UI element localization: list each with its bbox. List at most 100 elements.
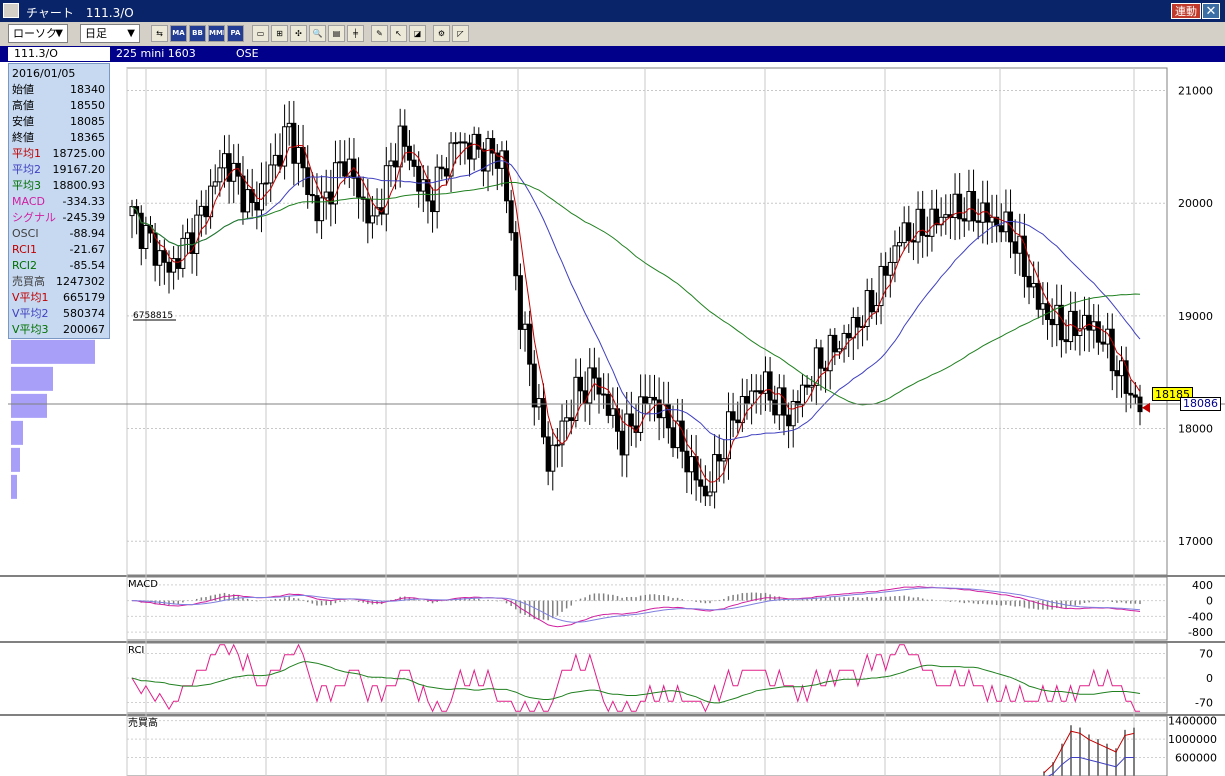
- candle-body: [208, 185, 214, 218]
- window-icon[interactable]: ▭: [252, 25, 269, 42]
- candle-body: [869, 290, 875, 313]
- panel-row-label: 高値: [12, 99, 34, 112]
- candle-body: [1072, 310, 1078, 337]
- price-tick-label: 20000: [1178, 197, 1213, 210]
- candle-body: [1086, 314, 1092, 331]
- candle-body: [758, 390, 764, 394]
- panel-row-label: 平均3: [12, 179, 41, 192]
- panel-row: V平均2 580374: [11, 306, 107, 322]
- macd-pane-frame: [126, 576, 1168, 641]
- candle-body: [799, 384, 805, 406]
- candle-body: [1132, 394, 1138, 398]
- compare-icon[interactable]: ⇆: [151, 25, 168, 42]
- zoom-icon[interactable]: 🔍: [309, 25, 326, 42]
- print-icon[interactable]: ▤: [328, 25, 345, 42]
- panel-row: 始値 18340: [11, 82, 107, 98]
- candle-body: [1021, 235, 1027, 277]
- candle-body: [957, 193, 963, 220]
- candle-body: [411, 159, 417, 167]
- candle-body: [934, 208, 940, 226]
- price-tick-label: 21000: [1178, 85, 1213, 98]
- panel-row-label: V平均2: [12, 307, 49, 320]
- eraser-icon[interactable]: ◪: [409, 25, 426, 42]
- candle-body: [416, 165, 422, 192]
- candle-body: [596, 377, 602, 395]
- candle-body: [564, 417, 570, 422]
- candle-body: [578, 376, 584, 392]
- pen-icon[interactable]: ✎: [371, 25, 388, 42]
- ma-icon[interactable]: MA: [170, 25, 187, 42]
- candle-body: [1100, 341, 1106, 345]
- candle-body: [716, 454, 722, 462]
- symbol-code-field[interactable]: 111.3/O: [8, 47, 110, 61]
- macd-tick-label: 0: [1206, 595, 1213, 608]
- volume-average-1-line: [1043, 730, 1135, 774]
- panel-row-label: 終値: [12, 131, 34, 144]
- panel-row: V平均3 200067: [11, 322, 107, 338]
- candle-body: [545, 436, 551, 472]
- candle-body: [897, 242, 903, 247]
- pa-icon[interactable]: PA: [227, 25, 244, 42]
- close-icon[interactable]: ✕: [1202, 3, 1220, 19]
- crosshair-icon[interactable]: ╪: [347, 25, 364, 42]
- candle-body: [365, 198, 371, 224]
- candle-body: [383, 165, 389, 215]
- candle-body: [915, 208, 921, 243]
- candle-body: [698, 479, 704, 487]
- panel-row-value: 18725.00: [52, 147, 106, 160]
- candle-body: [138, 212, 144, 249]
- panel-row-value: 19167.20: [52, 163, 106, 176]
- macd-signal-line: [131, 587, 1141, 623]
- candle-body: [975, 220, 981, 223]
- candle-body: [910, 240, 916, 243]
- candle-body: [467, 142, 473, 160]
- candle-body: [901, 222, 907, 244]
- volume-profile-bar: [11, 366, 53, 391]
- period-select[interactable]: 日足 ▼: [80, 24, 140, 43]
- panel-row: RCI2 -85.54: [11, 258, 107, 274]
- fibonacci-icon[interactable]: ◸: [452, 25, 469, 42]
- chart-type-select[interactable]: ローソク ▼: [8, 24, 68, 43]
- candle-body: [1128, 392, 1134, 396]
- candle-body: [443, 168, 449, 177]
- candle-body: [721, 458, 727, 462]
- candle-body: [943, 214, 949, 218]
- chart-icon[interactable]: ⊞: [271, 25, 288, 42]
- panel-row-value: 18365: [70, 131, 105, 144]
- chevron-down-icon: ▼: [127, 28, 135, 39]
- panel-row-value: 18340: [70, 83, 105, 96]
- fit-icon[interactable]: ✣: [290, 25, 307, 42]
- candle-body: [180, 237, 186, 269]
- settings-icon[interactable]: ⚙: [433, 25, 450, 42]
- candle-body: [305, 167, 311, 195]
- panel-row-label: OSCI: [12, 227, 39, 240]
- panel-row-label: RCI2: [12, 259, 38, 272]
- candle-body: [971, 191, 977, 222]
- candle-body: [309, 193, 315, 197]
- data-window-panel: 2016/01/05 始値 18340 高値 18550 安値 18085 終値 18365 平…: [8, 63, 110, 339]
- candle-body: [402, 125, 408, 147]
- macd-tick-label: -400: [1188, 610, 1213, 623]
- candle-body: [929, 208, 935, 237]
- candle-body: [591, 367, 597, 379]
- bb-icon[interactable]: BB: [189, 25, 206, 42]
- candle-body: [406, 145, 412, 161]
- panel-row-label: 始値: [12, 83, 34, 96]
- candle-body: [836, 348, 842, 353]
- mme-icon[interactable]: MME: [208, 25, 225, 42]
- candle-body: [887, 261, 893, 276]
- candle-body: [675, 420, 681, 449]
- candle-body: [319, 197, 325, 222]
- candle-body: [642, 396, 648, 405]
- link-button[interactable]: 連動: [1171, 3, 1201, 19]
- candle-body: [989, 216, 995, 223]
- rci-tick-label: 70: [1199, 648, 1213, 661]
- candle-body: [323, 191, 329, 199]
- panel-row: V平均1 665179: [11, 290, 107, 306]
- candle-body: [1077, 328, 1083, 337]
- panel-row-value: -21.67: [69, 243, 105, 256]
- window-title: チャート 111.3/O: [26, 6, 134, 20]
- cursor-icon[interactable]: ↖: [390, 25, 407, 42]
- candle-body: [291, 122, 297, 164]
